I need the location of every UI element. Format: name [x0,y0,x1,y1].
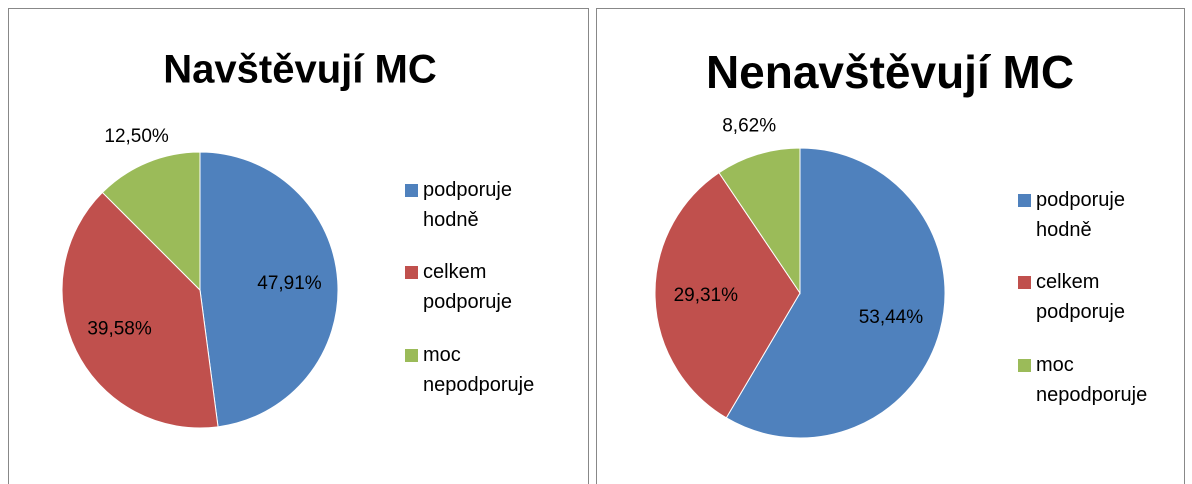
legend-swatch [405,184,418,197]
data-label: 8,62% [722,116,776,137]
pie-slice [718,147,801,295]
legend-label: moc nepodporuje [1036,354,1148,406]
legend-label: celkem podporuje [423,261,512,313]
legend-label: podporuje hodně [423,179,512,231]
legend-swatch [405,266,418,279]
data-label: 29,31% [674,285,739,306]
pie-slice [654,172,801,419]
legend-swatch [1018,276,1031,289]
data-label: 39,58% [87,319,152,340]
legend-label: podporuje hodně [1036,189,1125,241]
chart-title: Nenavštěvují MC [706,46,1074,98]
panel-border [8,8,589,484]
pie-slice [199,151,339,428]
pie-slice [61,191,219,429]
legend-swatch [1018,359,1031,372]
panel-border [596,8,1185,484]
data-label: 12,50% [104,126,169,147]
legend-label: celkem podporuje [1036,271,1125,323]
legend-label: moc nepodporuje [423,344,535,396]
pie-slice [101,151,201,292]
legend-swatch [405,349,418,362]
pie-slice [725,147,946,439]
data-label: 53,44% [859,307,924,328]
data-label: 47,91% [257,273,322,294]
chart-title: Navštěvují MC [163,48,436,92]
legend-swatch [1018,194,1031,207]
